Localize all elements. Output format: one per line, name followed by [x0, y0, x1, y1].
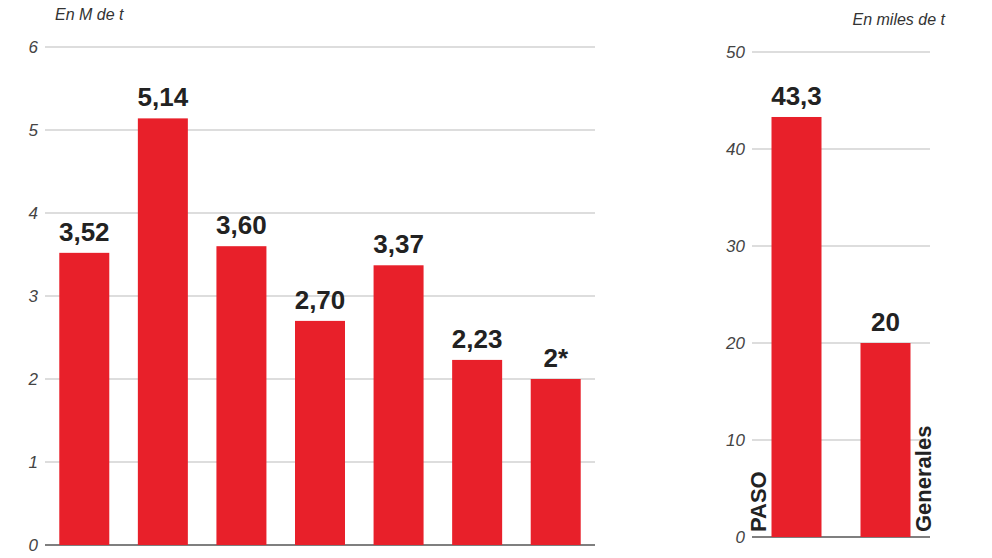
tick-label: 30 [726, 237, 745, 256]
category-label: Generales [911, 426, 936, 532]
data-label: 20 [871, 307, 900, 337]
data-label: 5,14 [138, 82, 189, 112]
grid-line [45, 47, 595, 48]
tick-label: 20 [725, 334, 745, 353]
chart-panel-1: En miles de t 0 10 20 30 40 50 43,3 PASO 20 Genera… [725, 11, 945, 547]
category-label: PASO [746, 471, 771, 532]
tick-label: 3 [29, 287, 39, 306]
chart-panel-0: En M de t 0 1 2 3 4 5 6 3,52 5,14 3,60 2,70 3,37 2,23… [28, 6, 595, 555]
bars [59, 118, 580, 545]
tick-label: 0 [736, 528, 746, 547]
tick-label: 40 [726, 140, 745, 159]
bar [216, 246, 266, 545]
bar [452, 360, 502, 545]
tick-label: 4 [29, 204, 38, 223]
grid-line [45, 213, 595, 214]
bar [59, 253, 109, 545]
bar [374, 265, 424, 545]
tick-label: 0 [29, 536, 39, 555]
data-label: 3,52 [59, 217, 110, 247]
data-label: 3,60 [216, 210, 267, 240]
data-label: 43,3 [771, 81, 822, 111]
tick-label: 2 [28, 370, 39, 389]
tick-label: 10 [726, 431, 745, 450]
data-label: 2,23 [452, 324, 503, 354]
bar [772, 117, 822, 537]
grid-line [45, 130, 595, 131]
axis-unit-label: En miles de t [853, 11, 946, 28]
data-label: 2,70 [295, 285, 346, 315]
tick-label: 5 [29, 121, 39, 140]
bar [861, 343, 911, 537]
data-label: 2* [543, 343, 568, 373]
bar [295, 321, 345, 545]
tick-label: 6 [29, 38, 39, 57]
bar [138, 118, 188, 545]
tick-label: 1 [29, 453, 38, 472]
bar [531, 379, 581, 545]
bars [772, 117, 911, 537]
tick-label: 50 [726, 43, 745, 62]
chart-canvas: En M de t 0 1 2 3 4 5 6 3,52 5,14 3,60 2,70 3,37 2,23… [0, 0, 992, 558]
data-label: 3,37 [373, 229, 424, 259]
grid-line [752, 52, 930, 53]
axis-unit-label: En M de t [55, 6, 124, 23]
